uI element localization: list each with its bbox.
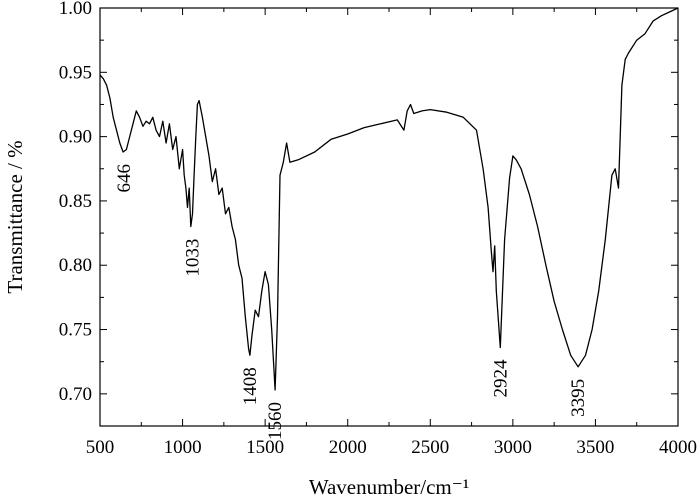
x-tick-label: 3500	[576, 437, 614, 458]
y-tick-label: 0.85	[59, 191, 92, 212]
y-tick-label: 1.00	[59, 0, 92, 19]
y-tick-label: 0.70	[59, 384, 92, 405]
peak-label: 1033	[182, 239, 203, 277]
y-tick-label: 0.80	[59, 255, 92, 276]
peak-label: 2924	[490, 359, 511, 398]
y-tick-label: 0.95	[59, 62, 92, 83]
plot-frame	[99, 7, 679, 427]
y-tick-label: 0.75	[59, 320, 92, 341]
peak-label: 1560	[265, 402, 286, 440]
x-tick-label: 1000	[164, 437, 202, 458]
x-tick-label: 3000	[494, 437, 532, 458]
y-tick-label: 0.90	[59, 127, 92, 148]
spectrum-line	[99, 7, 679, 391]
peak-label: 646	[114, 164, 135, 193]
x-tick-label: 2500	[411, 437, 449, 458]
axis-tick-labels: 500 1000 1500 2000 2500 3000 3500 4000 0.70 0.75 0…	[59, 0, 697, 458]
y-axis-label: Transmittance / %	[3, 140, 27, 293]
x-tick-label: 2000	[329, 437, 367, 458]
x-tick-label: 500	[86, 437, 115, 458]
axis-ticks	[99, 7, 679, 426]
x-tick-label: 4000	[659, 437, 697, 458]
x-axis-label: Wavenumber/cm⁻¹	[309, 475, 469, 499]
peak-label: 1408	[240, 367, 261, 405]
x-tick-label: 1500	[246, 437, 284, 458]
peak-label: 3395	[568, 379, 589, 417]
